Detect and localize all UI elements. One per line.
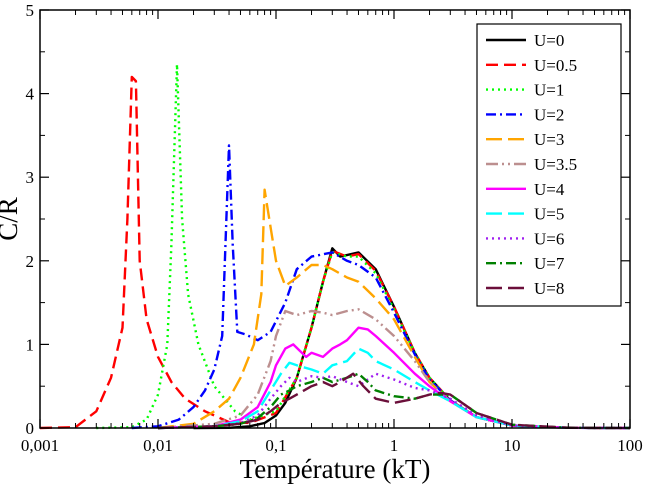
y-tick-label: 5 <box>26 1 35 20</box>
legend-label: U=4 <box>534 180 565 199</box>
series-line-u-3-5 <box>157 308 631 430</box>
x-axis: 0,001 0,01 0,1 1 10 100 <box>21 10 643 455</box>
series-line-u-1 <box>96 63 631 430</box>
legend-label: U=8 <box>534 279 564 298</box>
x-tick-label: 0,001 <box>21 436 59 455</box>
x-tick-label: 10 <box>504 436 521 455</box>
y-tick-label: 3 <box>26 168 35 187</box>
legend-label: U=5 <box>534 205 564 224</box>
y-tick-label: 1 <box>26 335 35 354</box>
series-layer <box>39 63 631 430</box>
legend-label: U=1 <box>534 81 564 100</box>
legend: U=0 U=0.5 U=1 U=2 U=3 U=3.5 U=4 U=5 U=6 U=7 U=8 <box>476 23 622 307</box>
legend-box <box>476 23 622 307</box>
legend-label: U=3.5 <box>534 155 577 174</box>
legend-label: U=0.5 <box>534 56 577 75</box>
legend-label: U=7 <box>534 254 565 273</box>
y-tick-label: 0 <box>26 419 35 438</box>
series-line-u-4 <box>157 326 631 430</box>
x-tick-label: 100 <box>617 436 643 455</box>
series-line-u-8 <box>157 372 631 430</box>
x-axis-label: Température (kT) <box>240 454 431 484</box>
series-line-u-5 <box>157 347 631 430</box>
x-tick-label: 0,1 <box>265 436 286 455</box>
series-line-u-6 <box>157 372 631 430</box>
legend-label: U=3 <box>534 130 564 149</box>
legend-label: U=6 <box>534 229 564 248</box>
y-axis: 0 1 2 3 4 5 <box>26 1 630 438</box>
series-line-u-2 <box>131 144 631 430</box>
x-tick-label: 1 <box>390 436 399 455</box>
y-tick-label: 2 <box>26 252 35 271</box>
legend-label: U=0 <box>534 31 564 50</box>
y-axis-label: C/R <box>0 197 23 241</box>
legend-label: U=2 <box>534 105 564 124</box>
x-tick-label: 0,01 <box>143 436 173 455</box>
y-tick-label: 4 <box>26 85 35 104</box>
